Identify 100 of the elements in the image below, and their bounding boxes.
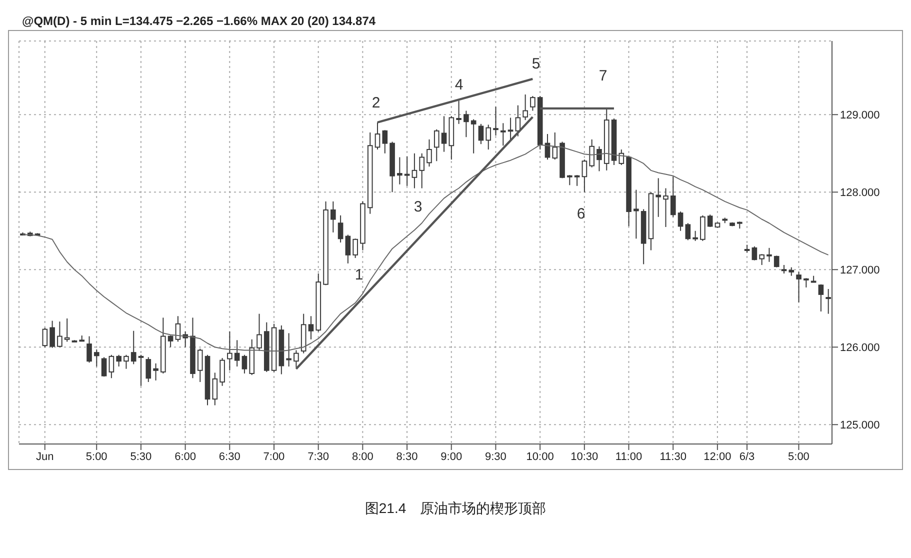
y-tick-label: 128.000	[840, 187, 880, 200]
candlestick	[634, 189, 639, 240]
candlestick	[567, 174, 572, 186]
x-tick-label: 6:30	[218, 450, 240, 463]
candlestick	[345, 234, 351, 264]
candlestick	[130, 330, 136, 365]
line-series	[22, 144, 829, 352]
candlestick	[397, 156, 402, 185]
x-tick-label: 9:30	[485, 450, 506, 463]
candlestick	[404, 156, 410, 186]
x-tick-label: 11:00	[615, 450, 642, 463]
candlestick	[86, 336, 92, 364]
candlestick	[197, 348, 203, 382]
candlestick	[419, 152, 425, 189]
candlestick	[153, 362, 158, 381]
candlestick	[168, 335, 174, 348]
candlestick	[670, 176, 676, 218]
x-tick-label: 6:00	[174, 450, 196, 463]
x-tick-label: 7:30	[308, 450, 330, 463]
candlestick	[804, 278, 809, 288]
candlestick	[234, 340, 240, 367]
annotation: 1	[354, 266, 364, 284]
candlestick	[752, 246, 758, 261]
candlestick	[774, 255, 780, 268]
candlestick	[294, 350, 299, 368]
candlestick	[685, 222, 691, 241]
candlestick	[826, 288, 832, 314]
candlestick	[478, 123, 484, 145]
x-tick-label: 8:30	[396, 450, 418, 463]
candlestick	[94, 348, 100, 367]
candlestick	[212, 372, 218, 406]
candlestick	[470, 118, 476, 154]
x-tick-label: 11:30	[660, 450, 686, 463]
annotation: 2	[372, 94, 380, 112]
candlestick	[50, 320, 55, 348]
candlestick	[508, 117, 514, 142]
candlestick	[42, 327, 48, 348]
candlestick	[692, 230, 698, 242]
x-tick-label: Jun	[36, 450, 54, 463]
text: 图21.4 原油市场的楔形顶部	[364, 500, 548, 518]
candlestick	[330, 200, 336, 233]
candlestick	[663, 188, 668, 228]
candlestick	[338, 214, 344, 243]
chart-subtitle: @QM(D) - 5 min L=134.475 −2.265 −1.66% MAX 20 (20) 134.874	[21, 13, 377, 30]
candlestick	[434, 128, 440, 162]
candlestick	[286, 332, 292, 367]
y-tick-label: 127.000	[840, 264, 880, 277]
candlestick	[818, 284, 824, 312]
x-tick-label: 9:00	[440, 450, 462, 463]
candlestick	[589, 138, 594, 168]
candlestick	[108, 354, 114, 379]
candlestick	[256, 313, 262, 352]
candlestick	[352, 238, 358, 258]
candlestick	[766, 247, 772, 262]
candlestick	[382, 130, 388, 154]
annotation: 7	[598, 68, 608, 84]
candlestick	[552, 132, 558, 160]
candlestick	[596, 146, 602, 172]
candlestick	[796, 271, 802, 303]
y-tick-label: 126.000	[840, 342, 880, 354]
x-tick-label: 10:00	[526, 450, 554, 463]
annotation: 5	[532, 56, 540, 72]
candlestick	[464, 110, 469, 138]
candlestick	[678, 211, 684, 232]
x-tick-label: 6/3	[739, 450, 755, 463]
x-tick-label: 7:00	[263, 450, 285, 463]
candlestick	[308, 316, 314, 340]
candlestick	[618, 149, 624, 166]
candlestick	[124, 354, 129, 370]
candlestick	[227, 331, 232, 371]
candlestick	[412, 152, 418, 189]
annotation: 6	[576, 206, 586, 222]
candlestick	[530, 96, 536, 112]
candlestick	[374, 122, 380, 150]
candlestick	[493, 106, 498, 136]
candlestick	[522, 94, 528, 121]
annotation: 3	[414, 198, 422, 216]
candlestick	[486, 124, 492, 150]
annotation: 4	[454, 76, 464, 94]
x-tick-label: 12:00	[704, 450, 732, 463]
candlestick	[116, 354, 122, 367]
x-tick-label: 5:30	[130, 450, 152, 463]
candlestick	[500, 122, 506, 146]
candlestick	[707, 214, 713, 228]
candlestick	[242, 354, 248, 374]
candlestick	[64, 318, 70, 342]
candlestick	[656, 178, 662, 218]
candlestick	[57, 321, 62, 348]
candlestick	[582, 159, 588, 193]
y-tick-label: 125.000	[840, 420, 880, 432]
x-tick-label: 5:00	[86, 450, 108, 463]
candlestick	[574, 174, 580, 186]
candlestick	[426, 138, 432, 168]
candlestick	[700, 214, 706, 242]
y-tick-label: 129.000	[840, 110, 880, 122]
x-tick-label: 5:00	[788, 450, 810, 463]
candlestick	[101, 356, 107, 378]
candlestick	[759, 254, 764, 266]
candlestick	[441, 116, 447, 152]
candlestick	[220, 357, 225, 386]
